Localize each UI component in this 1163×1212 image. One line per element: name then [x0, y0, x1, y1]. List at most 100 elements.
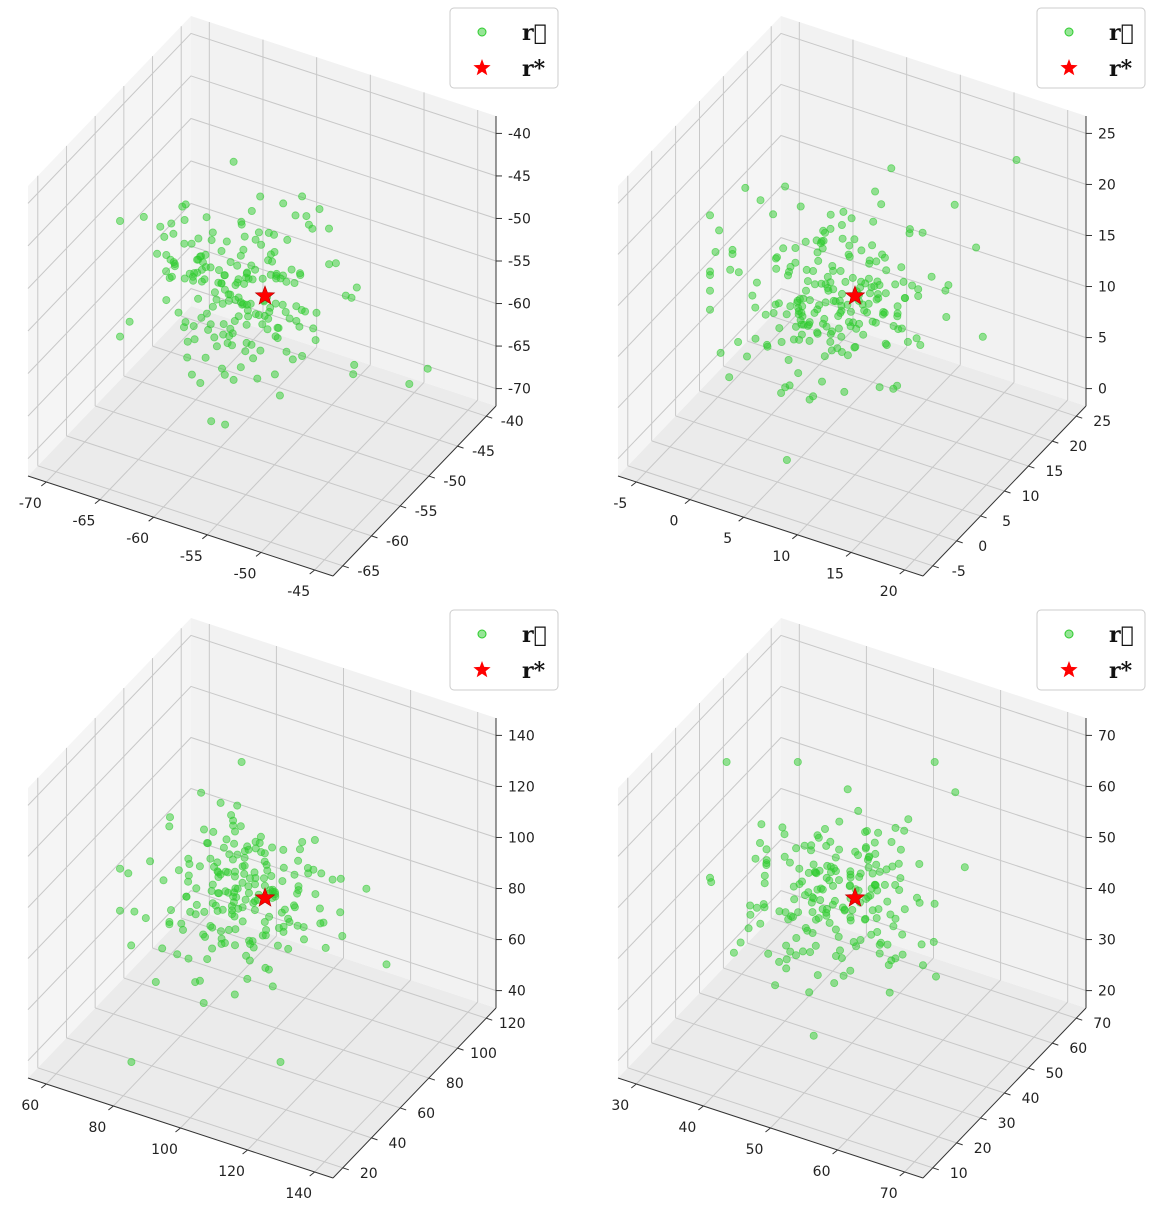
data-point — [208, 302, 217, 311]
data-point — [213, 906, 222, 915]
data-point — [295, 322, 304, 331]
data-point — [162, 296, 171, 305]
data-point — [190, 335, 199, 344]
y-tick-label: 120 — [499, 1016, 526, 1032]
data-point — [195, 862, 204, 871]
y-tick-label: 20 — [974, 1141, 992, 1157]
data-point — [290, 278, 299, 287]
data-point — [294, 882, 303, 891]
data-point — [265, 912, 274, 921]
data-point — [706, 305, 715, 314]
data-point — [183, 353, 192, 362]
rstar-marker — [254, 285, 276, 305]
data-point — [840, 905, 849, 914]
z-tick-label: 60 — [508, 933, 526, 949]
data-point — [197, 313, 206, 322]
data-point — [278, 877, 287, 886]
data-point — [212, 295, 221, 304]
points-series — [116, 157, 432, 429]
data-point — [845, 882, 854, 891]
data-point — [162, 267, 171, 276]
data-point — [325, 260, 334, 269]
data-point — [889, 922, 898, 931]
points-series — [116, 757, 391, 1066]
data-point — [292, 302, 301, 311]
data-point — [207, 417, 216, 426]
data-point — [271, 299, 280, 308]
data-point — [789, 882, 798, 891]
data-point — [875, 867, 884, 876]
data-point — [846, 913, 855, 922]
data-point — [834, 876, 843, 885]
data-point — [189, 322, 198, 331]
y-tick-label: -50 — [443, 474, 466, 490]
data-point — [241, 895, 250, 904]
data-point — [868, 869, 877, 878]
legend-label-r-vector: r⃗ — [522, 20, 547, 46]
data-point — [760, 879, 769, 888]
data-point — [816, 896, 825, 905]
data-point — [744, 924, 753, 933]
data-point — [382, 960, 391, 969]
data-point — [180, 239, 189, 248]
data-point — [240, 861, 249, 870]
data-point — [978, 332, 987, 341]
data-point — [899, 277, 908, 286]
data-point — [887, 956, 896, 965]
data-point — [742, 352, 751, 361]
data-point — [796, 202, 805, 211]
data-point — [891, 823, 900, 832]
data-point — [792, 933, 801, 942]
data-point — [295, 845, 304, 854]
data-point — [877, 200, 886, 209]
y-tick-label: -60 — [386, 534, 409, 550]
data-point — [950, 200, 959, 209]
data-point — [711, 247, 720, 256]
data-point — [130, 907, 139, 916]
data-point — [857, 246, 866, 255]
points-series — [706, 757, 969, 1040]
x-tick-label: 80 — [88, 1120, 106, 1136]
data-point — [881, 339, 890, 348]
data-point — [405, 379, 414, 388]
data-point — [880, 880, 889, 889]
data-point — [347, 293, 356, 302]
data-point — [762, 845, 771, 854]
data-point — [308, 224, 317, 233]
x-tick-label: 60 — [21, 1098, 39, 1114]
data-point — [200, 907, 209, 916]
legend-label-r-star: r* — [1109, 56, 1133, 82]
data-point — [862, 308, 871, 317]
data-point — [208, 923, 217, 932]
data-point — [755, 838, 764, 847]
data-point — [202, 309, 211, 318]
z-tick-label: -45 — [508, 169, 531, 185]
data-point — [298, 192, 307, 201]
data-point — [810, 280, 819, 289]
data-point — [886, 910, 895, 919]
data-point — [210, 288, 219, 297]
x-tick-label: 120 — [218, 1164, 245, 1180]
data-point — [715, 226, 724, 235]
data-point — [127, 1057, 136, 1066]
data-point — [798, 312, 807, 321]
data-point — [184, 954, 193, 963]
data-point — [746, 901, 755, 910]
data-point — [243, 268, 252, 277]
data-point — [751, 334, 760, 343]
data-point — [238, 917, 247, 926]
data-point — [180, 215, 189, 224]
data-point — [804, 888, 813, 897]
data-point — [195, 976, 204, 985]
data-point — [903, 337, 912, 346]
y-tick-label: 70 — [1093, 1016, 1111, 1032]
data-point — [891, 914, 900, 923]
data-point — [804, 868, 813, 877]
data-point — [240, 232, 249, 241]
data-point — [846, 966, 855, 975]
data-point — [931, 972, 940, 981]
data-point — [280, 905, 289, 914]
data-point — [871, 187, 880, 196]
data-point — [146, 857, 155, 866]
data-point — [813, 248, 822, 257]
